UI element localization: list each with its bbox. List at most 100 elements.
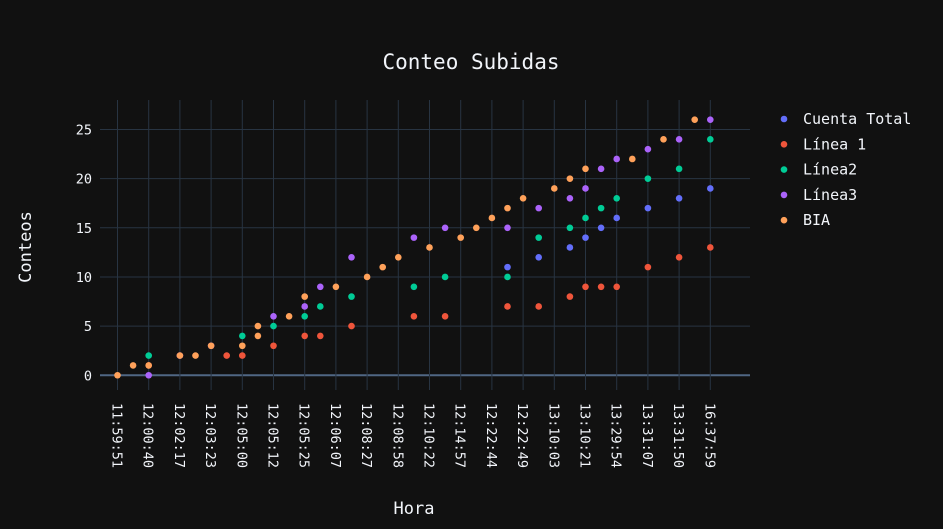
x-tick-label: 12:05:12	[265, 403, 281, 468]
legend[interactable]: Cuenta Total Línea 1 Línea2 Línea3 BIA	[780, 110, 912, 229]
y-tick-label: 5	[84, 319, 92, 335]
data-point	[707, 244, 714, 251]
data-point	[457, 234, 465, 241]
data-point	[519, 195, 527, 202]
data-point	[129, 362, 137, 369]
data-point	[691, 116, 698, 123]
data-point	[348, 253, 355, 261]
data-point	[239, 352, 246, 359]
y-tick-label: 10	[76, 270, 92, 286]
legend-label: BIA	[803, 211, 830, 229]
data-point	[504, 263, 511, 271]
data-point	[644, 175, 652, 182]
x-tick-label: 12:08:27	[358, 403, 374, 468]
x-tick-label: 12:02:17	[171, 403, 187, 468]
data-point	[644, 263, 652, 271]
data-point	[223, 352, 230, 359]
series-0	[504, 185, 714, 271]
data-point	[239, 332, 246, 340]
legend-item[interactable]: BIA	[780, 211, 830, 229]
data-point	[301, 293, 309, 300]
data-point	[613, 195, 620, 202]
x-tick-label: 13:10:03	[545, 403, 561, 468]
data-point	[675, 195, 683, 202]
data-point	[207, 342, 215, 350]
data-point	[613, 155, 620, 163]
data-point	[582, 214, 589, 222]
data-point	[613, 214, 620, 222]
x-axis-title: Hora	[394, 499, 435, 519]
data-point	[566, 175, 574, 182]
data-point	[145, 371, 152, 379]
x-tick-label: 12:08:58	[389, 403, 405, 468]
x-tick-label: 13:31:50	[670, 403, 686, 468]
data-point	[301, 332, 309, 340]
data-point	[285, 312, 293, 320]
data-point	[582, 234, 589, 241]
data-point	[379, 263, 387, 271]
legend-item[interactable]: Línea2	[780, 161, 857, 179]
y-tick-label: 25	[76, 122, 92, 138]
data-point	[441, 224, 449, 232]
legend-marker	[780, 115, 788, 123]
data-point	[254, 332, 262, 340]
y-axis-title: Conteos	[16, 211, 36, 283]
data-point	[317, 332, 324, 340]
data-point	[504, 273, 511, 281]
data-point	[675, 165, 683, 173]
series-4	[114, 116, 698, 379]
legend-marker	[780, 191, 788, 199]
data-point	[644, 204, 652, 212]
x-tick-label: 12:05:25	[296, 403, 312, 468]
data-point	[504, 224, 511, 232]
data-point	[317, 283, 324, 291]
chart-title: Conteo Subidas	[382, 50, 559, 74]
legend-item[interactable]: Cuenta Total	[780, 110, 912, 128]
data-point	[488, 214, 496, 222]
data-point	[582, 283, 589, 291]
data-point	[675, 136, 683, 143]
legend-label: Línea3	[803, 186, 857, 204]
data-point	[675, 253, 683, 261]
series-3	[145, 116, 714, 379]
ticks-layer: 0 5 10 15 20 25 11:59:51 12:00:40 12:02:17 12:03:…	[76, 122, 718, 468]
data-point	[473, 224, 480, 232]
data-point	[535, 234, 542, 241]
data-point	[441, 273, 449, 281]
data-point	[192, 352, 199, 359]
data-point	[504, 204, 511, 212]
data-point	[597, 165, 605, 173]
data-point	[348, 293, 355, 300]
data-point	[410, 312, 418, 320]
data-point	[660, 136, 667, 143]
x-tick-label: 12:22:44	[483, 403, 499, 468]
data-point	[597, 283, 605, 291]
x-tick-label: 16:37:59	[701, 403, 717, 468]
legend-label: Línea 1	[803, 135, 866, 153]
data-point	[566, 224, 574, 232]
data-point	[441, 312, 449, 320]
data-point	[145, 362, 152, 369]
data-point	[535, 303, 542, 310]
data-point	[426, 244, 433, 251]
data-point	[363, 273, 371, 281]
legend-label: Cuenta Total	[803, 110, 911, 128]
data-point	[597, 224, 605, 232]
x-tick-label: 13:10:21	[577, 403, 593, 468]
data-point	[535, 253, 542, 261]
data-point	[270, 322, 277, 330]
data-point	[395, 253, 402, 261]
data-point	[317, 303, 324, 310]
data-point	[597, 204, 605, 212]
legend-item[interactable]: Línea 1	[780, 135, 867, 153]
data-point	[301, 312, 309, 320]
data-point	[644, 145, 652, 153]
y-tick-label: 0	[84, 368, 92, 384]
legend-item[interactable]: Línea3	[780, 186, 857, 204]
data-point	[629, 155, 636, 163]
x-tick-label: 13:31:07	[639, 403, 655, 468]
legend-marker	[780, 216, 788, 224]
